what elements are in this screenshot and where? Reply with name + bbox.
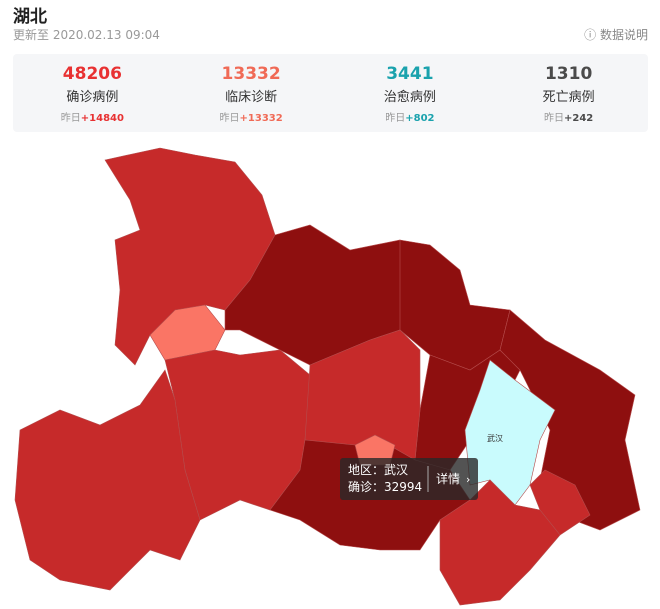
help-link[interactable]: ⓘ 数据说明 bbox=[584, 28, 648, 42]
stat-value: 1310 bbox=[544, 64, 593, 84]
stat-delta-line: 昨日+14840 bbox=[13, 109, 172, 124]
region[interactable] bbox=[499, 309, 641, 531]
stat-card: 3441 治愈病例昨日+802 bbox=[331, 54, 490, 132]
region[interactable] bbox=[14, 369, 201, 591]
stat-card: 48206 确诊病例昨日+14840 bbox=[13, 54, 172, 132]
title: 湖北 bbox=[13, 7, 47, 27]
stat-card: 1310 死亡病例昨日+242 bbox=[489, 54, 648, 132]
stat-value: 13332 bbox=[221, 64, 281, 84]
chevron[interactable]: › bbox=[466, 473, 470, 486]
region[interactable] bbox=[439, 479, 561, 606]
stat-card: 13332 临床诊断昨日+13332 bbox=[172, 54, 331, 132]
stat-label: 临床诊断 bbox=[225, 90, 278, 105]
tooltip-region: 地区：武汉 bbox=[348, 463, 408, 477]
stat-delta-line: 昨日+242 bbox=[489, 109, 648, 124]
delta-prefix: 昨日 bbox=[60, 113, 81, 124]
help-text[interactable]: 数据说明 bbox=[599, 28, 648, 42]
stats-panel: 48206 确诊病例 昨日+14840 13332 临床诊断 昨日+13332 3441 治愈… bbox=[13, 54, 648, 132]
delta-prefix: 昨日 bbox=[219, 113, 240, 124]
delta-value: +13332 bbox=[239, 113, 283, 124]
delta-value: +802 bbox=[405, 113, 435, 124]
stat-label: 死亡病例 bbox=[542, 90, 595, 105]
delta-prefix: 昨日 bbox=[385, 113, 406, 124]
update-time: 更新至 2020.02.13 09:04 bbox=[13, 28, 160, 42]
delta-value: +14840 bbox=[80, 113, 124, 124]
tooltip-confirmed: 确诊：32994 bbox=[348, 480, 422, 494]
stat-value: 48206 bbox=[62, 64, 122, 84]
tooltip-details[interactable]: 详情 bbox=[436, 471, 460, 486]
stat-label: 确诊病例 bbox=[66, 90, 119, 105]
stat-delta-line: 昨日+802 bbox=[331, 109, 490, 124]
map: 武汉 地区：武汉 确诊：32994 详情 › bbox=[14, 147, 641, 606]
stat-label: 治愈病例 bbox=[383, 90, 436, 105]
stat-delta-line: 昨日+13332 bbox=[172, 109, 331, 124]
region-label: 武汉 bbox=[487, 433, 503, 443]
delta-prefix: 昨日 bbox=[543, 113, 564, 124]
delta-value: +242 bbox=[563, 113, 594, 124]
stat-value: 3441 bbox=[386, 64, 434, 84]
tooltip bbox=[340, 458, 478, 500]
